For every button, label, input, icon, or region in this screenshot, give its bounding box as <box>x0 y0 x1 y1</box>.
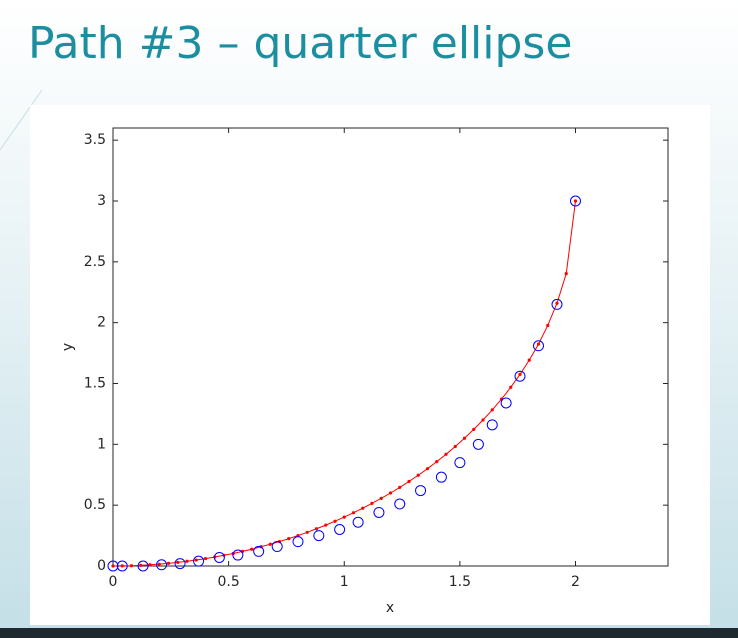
slide-title: Path #3 – quarter ellipse <box>28 18 573 69</box>
plot-area <box>112 127 669 567</box>
dot-marker <box>333 519 337 523</box>
dot-marker <box>453 444 457 449</box>
dot-marker <box>129 564 134 568</box>
circle-marker <box>232 549 244 561</box>
y-tick-label: 1 <box>97 436 106 452</box>
dot-marker <box>314 527 319 531</box>
dot-marker <box>536 342 541 346</box>
dot-marker <box>203 556 208 561</box>
dot-marker <box>462 436 467 440</box>
dot-marker <box>139 563 143 567</box>
y-tick-label: 2.5 <box>84 254 106 270</box>
dot-marker <box>490 408 494 412</box>
circle-marker <box>313 530 325 542</box>
dot-marker <box>481 418 485 422</box>
dot-marker <box>324 523 328 527</box>
dot-marker <box>416 473 420 477</box>
dot-marker <box>398 485 402 490</box>
dot-marker <box>555 301 559 305</box>
circle-marker <box>253 545 265 557</box>
circle-marker <box>156 559 168 571</box>
dot-marker <box>194 558 198 562</box>
circle-marker <box>193 555 205 567</box>
dot-marker <box>305 530 309 534</box>
dot-marker <box>546 323 550 328</box>
y-tick-label: 0 <box>97 558 106 574</box>
dot-marker <box>361 506 365 510</box>
circle-marker <box>107 560 119 572</box>
dot-marker <box>509 385 513 389</box>
dot-marker <box>351 511 356 515</box>
y-axis-label: y <box>60 343 76 351</box>
dot-marker <box>370 501 374 505</box>
dot-marker <box>120 564 124 568</box>
dot-marker <box>444 452 448 456</box>
dot-marker <box>527 358 531 362</box>
circle-marker <box>533 340 544 352</box>
circle-marker <box>570 195 581 207</box>
footer-bar <box>0 628 738 638</box>
circle-marker <box>352 516 364 528</box>
circle-marker <box>116 560 128 572</box>
dot-marker <box>342 515 346 519</box>
y-tick-label: 3.5 <box>84 132 106 148</box>
y-tick-label: 1.5 <box>84 376 106 392</box>
dot-marker <box>166 561 171 565</box>
x-tick-label: 2 <box>571 574 580 590</box>
x-axis-label: x <box>386 600 394 616</box>
circle-marker <box>514 370 526 382</box>
circle-marker <box>435 471 447 483</box>
y-tick-label: 0.5 <box>84 497 106 513</box>
circle-marker <box>454 457 466 469</box>
circle-marker <box>394 498 406 510</box>
circle-marker <box>415 485 427 497</box>
circle-marker <box>137 560 149 572</box>
dot-marker <box>250 547 254 551</box>
circle-marker <box>271 541 283 553</box>
dot-marker <box>157 562 161 566</box>
dot-marker <box>176 560 180 564</box>
dot-marker <box>388 491 393 495</box>
circle-marker <box>334 524 346 535</box>
dot-marker <box>111 564 115 568</box>
x-tick-label: 1 <box>340 574 349 590</box>
dot-marker <box>407 479 411 484</box>
dot-marker <box>425 467 430 471</box>
circle-marker <box>373 506 385 518</box>
dot-marker <box>564 272 568 276</box>
circle-marker <box>486 419 498 431</box>
y-tick-label: 2 <box>97 315 106 331</box>
circle-marker <box>472 438 484 450</box>
dot-marker <box>518 372 522 376</box>
dot-marker <box>287 537 291 541</box>
dot-marker <box>148 563 152 567</box>
x-tick-label: 0.5 <box>217 574 239 590</box>
dot-marker <box>573 199 578 203</box>
dot-marker <box>435 460 439 464</box>
circle-marker <box>292 536 304 548</box>
deco-line <box>0 89 43 151</box>
dot-marker <box>472 427 476 431</box>
x-tick-label: 1.5 <box>449 574 471 590</box>
circle-marker <box>213 551 225 563</box>
circle-marker <box>500 397 512 409</box>
dot-marker <box>185 559 189 563</box>
dot-marker <box>268 542 272 546</box>
circle-marker <box>551 298 563 310</box>
y-tick-label: 3 <box>97 193 106 209</box>
dot-marker <box>379 496 383 500</box>
circle-marker <box>174 558 186 570</box>
x-tick-label: 0 <box>109 574 118 590</box>
